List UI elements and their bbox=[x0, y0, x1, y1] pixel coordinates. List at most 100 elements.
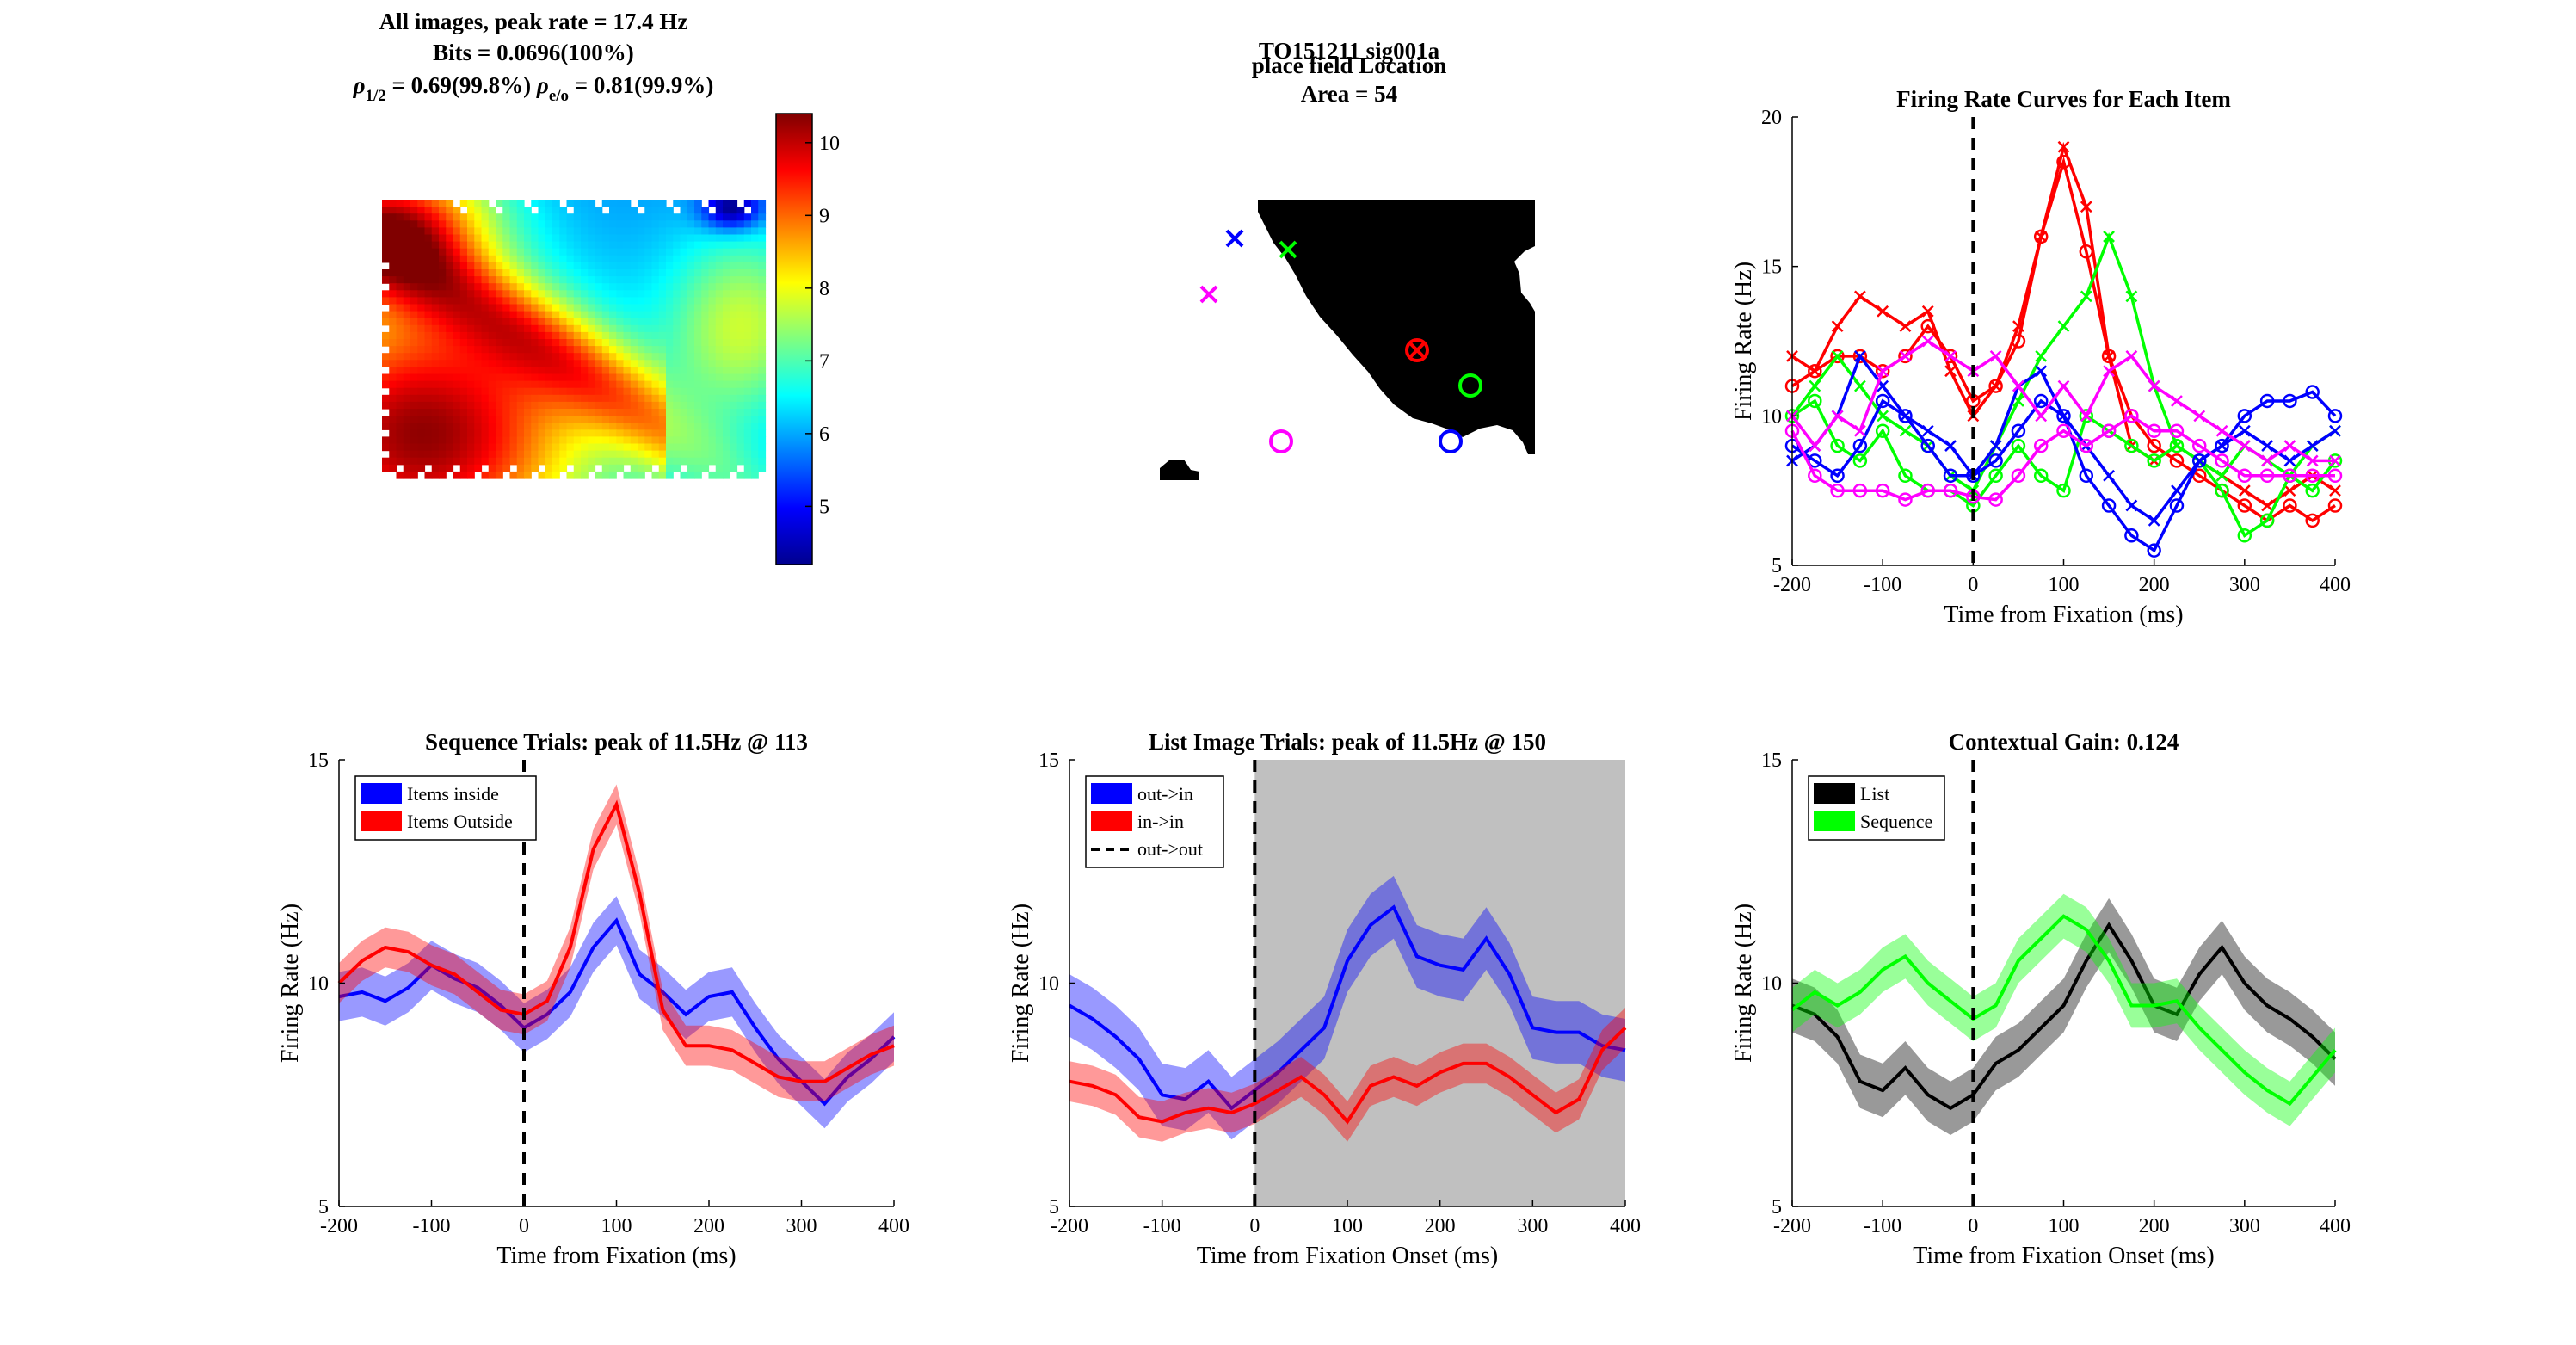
rate-map-cell bbox=[446, 423, 454, 430]
rate-map-cell bbox=[638, 423, 645, 430]
rate-map-cell bbox=[638, 200, 645, 207]
rate-map-cell bbox=[736, 227, 745, 236]
rate-map-cell bbox=[644, 367, 653, 375]
rate-map-cell bbox=[758, 373, 767, 382]
rate-map-cell bbox=[573, 324, 582, 333]
rate-map-cell bbox=[616, 339, 625, 347]
rate-map-cell bbox=[595, 367, 603, 375]
rate-map-cell bbox=[566, 401, 575, 410]
rate-map-cell bbox=[623, 387, 632, 396]
rate-map-cell bbox=[431, 311, 440, 319]
rate-map-cell bbox=[666, 471, 674, 479]
rate-map-cell bbox=[595, 290, 603, 298]
rate-map-cell bbox=[694, 409, 702, 416]
rate-map-cell bbox=[467, 324, 475, 333]
rate-map-cell bbox=[638, 339, 645, 347]
rate-map-cell bbox=[616, 207, 625, 214]
rate-map-cell bbox=[630, 423, 638, 430]
rate-map-cell bbox=[474, 373, 483, 382]
rate-map-cell bbox=[431, 262, 440, 270]
rate-map-cell bbox=[694, 234, 702, 243]
rate-map-cell bbox=[502, 436, 511, 445]
rate-map-cell bbox=[431, 207, 440, 214]
rate-map-cell bbox=[538, 283, 546, 291]
rate-map-cell bbox=[708, 304, 717, 312]
data-point bbox=[1809, 440, 1821, 452]
rate-map-cell bbox=[638, 416, 645, 423]
rate-map-cell bbox=[609, 429, 617, 437]
rate-map-cell bbox=[524, 464, 532, 472]
rate-map-cell bbox=[496, 409, 503, 416]
data-point bbox=[1808, 468, 1822, 484]
rate-map-cell bbox=[623, 409, 632, 416]
rate-map-cell bbox=[588, 373, 596, 382]
rate-map-cell bbox=[758, 207, 767, 214]
rate-map-cell bbox=[474, 283, 483, 291]
blue-x-marker bbox=[1225, 229, 1244, 248]
rate-map-cell bbox=[531, 401, 539, 410]
rate-map-cell bbox=[651, 450, 660, 459]
rate-map-cell bbox=[666, 409, 674, 416]
rate-map-cell bbox=[453, 290, 461, 298]
rate-map-cell bbox=[666, 227, 674, 236]
rate-map-cell bbox=[723, 207, 730, 214]
rate-map-cell bbox=[601, 283, 610, 291]
rate-map-cell bbox=[488, 318, 496, 326]
rate-map-cell bbox=[673, 262, 681, 270]
rate-map-cell bbox=[545, 248, 553, 256]
rate-map-cell bbox=[715, 360, 724, 367]
rate-map-cell bbox=[524, 380, 532, 389]
rate-map-cell bbox=[496, 443, 503, 452]
rate-map-cell bbox=[481, 255, 490, 263]
data-point bbox=[2283, 484, 2296, 497]
rate-map-cell bbox=[715, 380, 724, 389]
rate-map-cell bbox=[630, 471, 638, 479]
rate-map-cell bbox=[538, 373, 546, 382]
rate-map-cell bbox=[644, 464, 653, 472]
rate-map-cell bbox=[601, 401, 610, 410]
rate-map-cell bbox=[524, 283, 532, 291]
rate-map-cell bbox=[708, 311, 717, 319]
rate-map-cell bbox=[588, 339, 596, 347]
rate-map-cell bbox=[552, 360, 560, 367]
rate-map-cell bbox=[559, 394, 568, 403]
rate-map-cell bbox=[524, 331, 532, 340]
rate-map-cell bbox=[431, 387, 440, 396]
rate-map-cell bbox=[601, 248, 610, 256]
rate-map-cell bbox=[488, 457, 496, 466]
rate-map-cell bbox=[431, 471, 440, 479]
rate-map-cell bbox=[396, 471, 404, 479]
rate-map-cell bbox=[424, 401, 433, 410]
rate-map-cell bbox=[694, 283, 702, 291]
rate-map-cell bbox=[389, 423, 397, 430]
rate-map-cell bbox=[708, 318, 717, 326]
rate-map-cell bbox=[680, 409, 688, 416]
rate-map-cell bbox=[509, 234, 518, 243]
rate-map-cell bbox=[403, 213, 411, 221]
rate-map-cell bbox=[453, 457, 461, 466]
series-line-green bbox=[1790, 914, 2337, 1107]
rate-map-cell bbox=[581, 394, 589, 403]
rate-map-cell bbox=[601, 311, 610, 319]
rate-map-cell bbox=[708, 248, 717, 256]
rate-map-cell bbox=[474, 394, 483, 403]
rate-map-cell bbox=[424, 429, 433, 437]
rate-map-cell bbox=[573, 367, 582, 375]
rate-map-cell bbox=[658, 394, 667, 403]
rate-map-cell bbox=[474, 241, 483, 250]
rate-map-cell bbox=[459, 367, 468, 375]
rate-map-cell bbox=[723, 297, 730, 305]
rate-map-cell bbox=[382, 331, 390, 340]
rate-map-cell bbox=[623, 324, 632, 333]
rate-map-cell bbox=[417, 304, 426, 312]
rate-map-cell bbox=[743, 443, 752, 452]
rate-map-cell bbox=[453, 207, 461, 214]
rate-map-cell bbox=[701, 373, 710, 382]
rate-map-cell bbox=[673, 213, 681, 221]
rate-map-cell bbox=[758, 450, 767, 459]
rate-map-cell bbox=[715, 269, 724, 277]
rate-map-cell bbox=[410, 262, 418, 270]
rate-map-cell bbox=[651, 373, 660, 382]
rate-map-cell bbox=[687, 269, 695, 277]
rate-map-cell bbox=[573, 227, 582, 236]
